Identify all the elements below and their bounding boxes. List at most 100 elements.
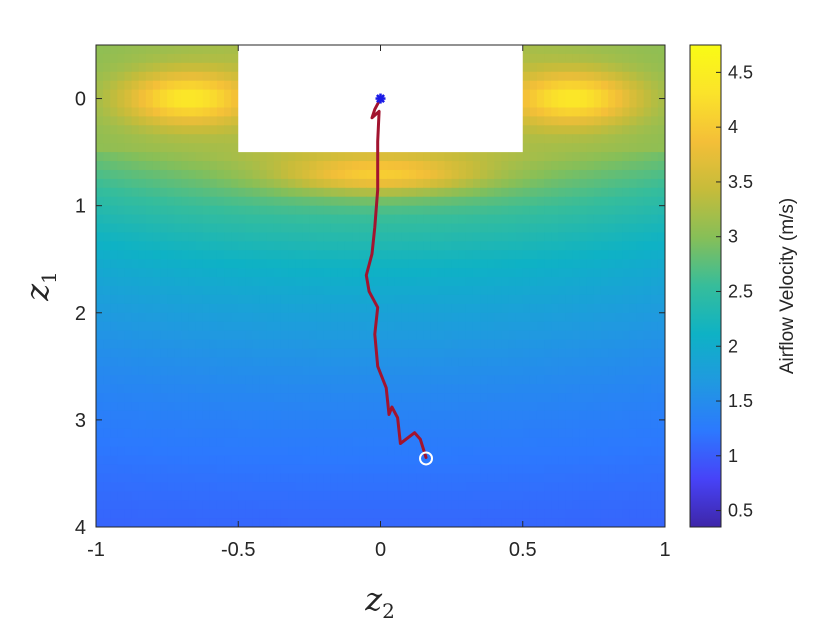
goal-marker-stroke (376, 94, 385, 104)
heatmap-cell (401, 339, 410, 350)
heatmap-cell (344, 402, 353, 412)
heatmap-cell (472, 250, 481, 260)
heatmap-cell (152, 196, 161, 207)
heatmap-cell (103, 205, 111, 216)
heatmap-cell (522, 348, 531, 359)
heatmap-cell (224, 509, 232, 519)
heatmap-cell (558, 348, 567, 359)
heatmap-cell (209, 366, 218, 376)
heatmap-cell (401, 410, 410, 421)
heatmap-cell (188, 80, 197, 91)
colorbar-title: Airflow Velocity (m/s) (777, 198, 798, 374)
heatmap-cell (231, 464, 239, 475)
heatmap-cell (586, 509, 595, 519)
colorbar-tick-label: 2 (728, 336, 738, 356)
heatmap-cell (522, 161, 531, 171)
heatmap-cell (302, 410, 310, 421)
heatmap-cell (302, 464, 310, 475)
heatmap-cell (586, 303, 595, 314)
heatmap-cell (387, 178, 396, 189)
heatmap-cell (636, 303, 645, 314)
heatmap-cell (323, 178, 332, 189)
heatmap-cell (401, 223, 410, 234)
heatmap-cell (600, 464, 609, 475)
heatmap-cell (494, 232, 503, 242)
heatmap-cell (280, 250, 289, 260)
heatmap-cell (622, 259, 631, 269)
heatmap-cell (465, 473, 474, 483)
heatmap-cell (522, 402, 531, 412)
heatmap-cell (650, 214, 659, 225)
heatmap-cell (593, 125, 602, 135)
heatmap-cell (231, 330, 239, 341)
heatmap-cell (586, 366, 595, 376)
heatmap-cell (529, 294, 538, 305)
heatmap-cell (103, 428, 111, 439)
heatmap-cell (96, 80, 104, 91)
heatmap-cell (117, 196, 126, 207)
heatmap-cell (551, 89, 559, 100)
heatmap-cell (657, 125, 665, 135)
heatmap-cell (515, 339, 524, 350)
heatmap-cell (565, 366, 574, 376)
heatmap-cell (302, 455, 310, 466)
heatmap-cell (110, 62, 118, 73)
heatmap-cell (124, 107, 133, 118)
heatmap-cell (622, 286, 631, 296)
heatmap-cell (152, 303, 161, 314)
heatmap-cell (401, 500, 410, 510)
heatmap-cell (558, 169, 567, 180)
heatmap-cell (572, 428, 581, 439)
heatmap-cell (472, 375, 481, 385)
heatmap-cell (480, 348, 488, 359)
heatmap-cell (494, 205, 503, 216)
heatmap-cell (366, 509, 374, 519)
y-axis-symbol: z (18, 283, 56, 302)
heatmap-cell (124, 348, 133, 359)
heatmap-cell (480, 339, 488, 350)
heatmap-cell (273, 178, 282, 189)
heatmap-cell (117, 437, 126, 448)
heatmap-cell (295, 161, 303, 171)
heatmap-cell (366, 161, 374, 171)
heatmap-cell (224, 71, 232, 82)
heatmap-cell (181, 143, 190, 153)
heatmap-cell (152, 187, 161, 198)
heatmap-cell (145, 178, 154, 189)
heatmap-cell (487, 205, 495, 216)
heatmap-cell (494, 509, 503, 519)
heatmap-cell (366, 437, 374, 448)
heatmap-cell (522, 330, 531, 341)
heatmap-cell (494, 294, 503, 305)
heatmap-cell (330, 303, 339, 314)
heatmap-cell (551, 455, 559, 466)
heatmap-cell (273, 518, 282, 527)
heatmap-cell (124, 250, 133, 260)
heatmap-cell (657, 241, 665, 251)
heatmap-cell (188, 455, 197, 466)
heatmap-cell (586, 196, 595, 207)
heatmap-cell (600, 45, 609, 55)
heatmap-cell (565, 71, 574, 82)
heatmap-cell (181, 277, 190, 287)
heatmap-cell (309, 419, 318, 430)
heatmap-cell (117, 250, 126, 260)
heatmap-cell (337, 321, 346, 332)
heatmap-cell (551, 152, 559, 162)
heatmap-cell (131, 339, 140, 350)
heatmap-cell (458, 518, 467, 527)
heatmap-cell (480, 491, 488, 501)
heatmap-cell (337, 259, 346, 269)
heatmap-cell (167, 393, 175, 403)
heatmap-cell (515, 169, 524, 180)
heatmap-cell (266, 419, 275, 430)
heatmap-cell (216, 312, 225, 323)
heatmap-cell (280, 366, 289, 376)
heatmap-cell (394, 375, 403, 385)
heatmap-cell (572, 393, 581, 403)
heatmap-cell (629, 509, 638, 519)
heatmap-cell (515, 446, 524, 457)
heatmap-cell (579, 464, 588, 475)
heatmap-cell (117, 509, 126, 519)
